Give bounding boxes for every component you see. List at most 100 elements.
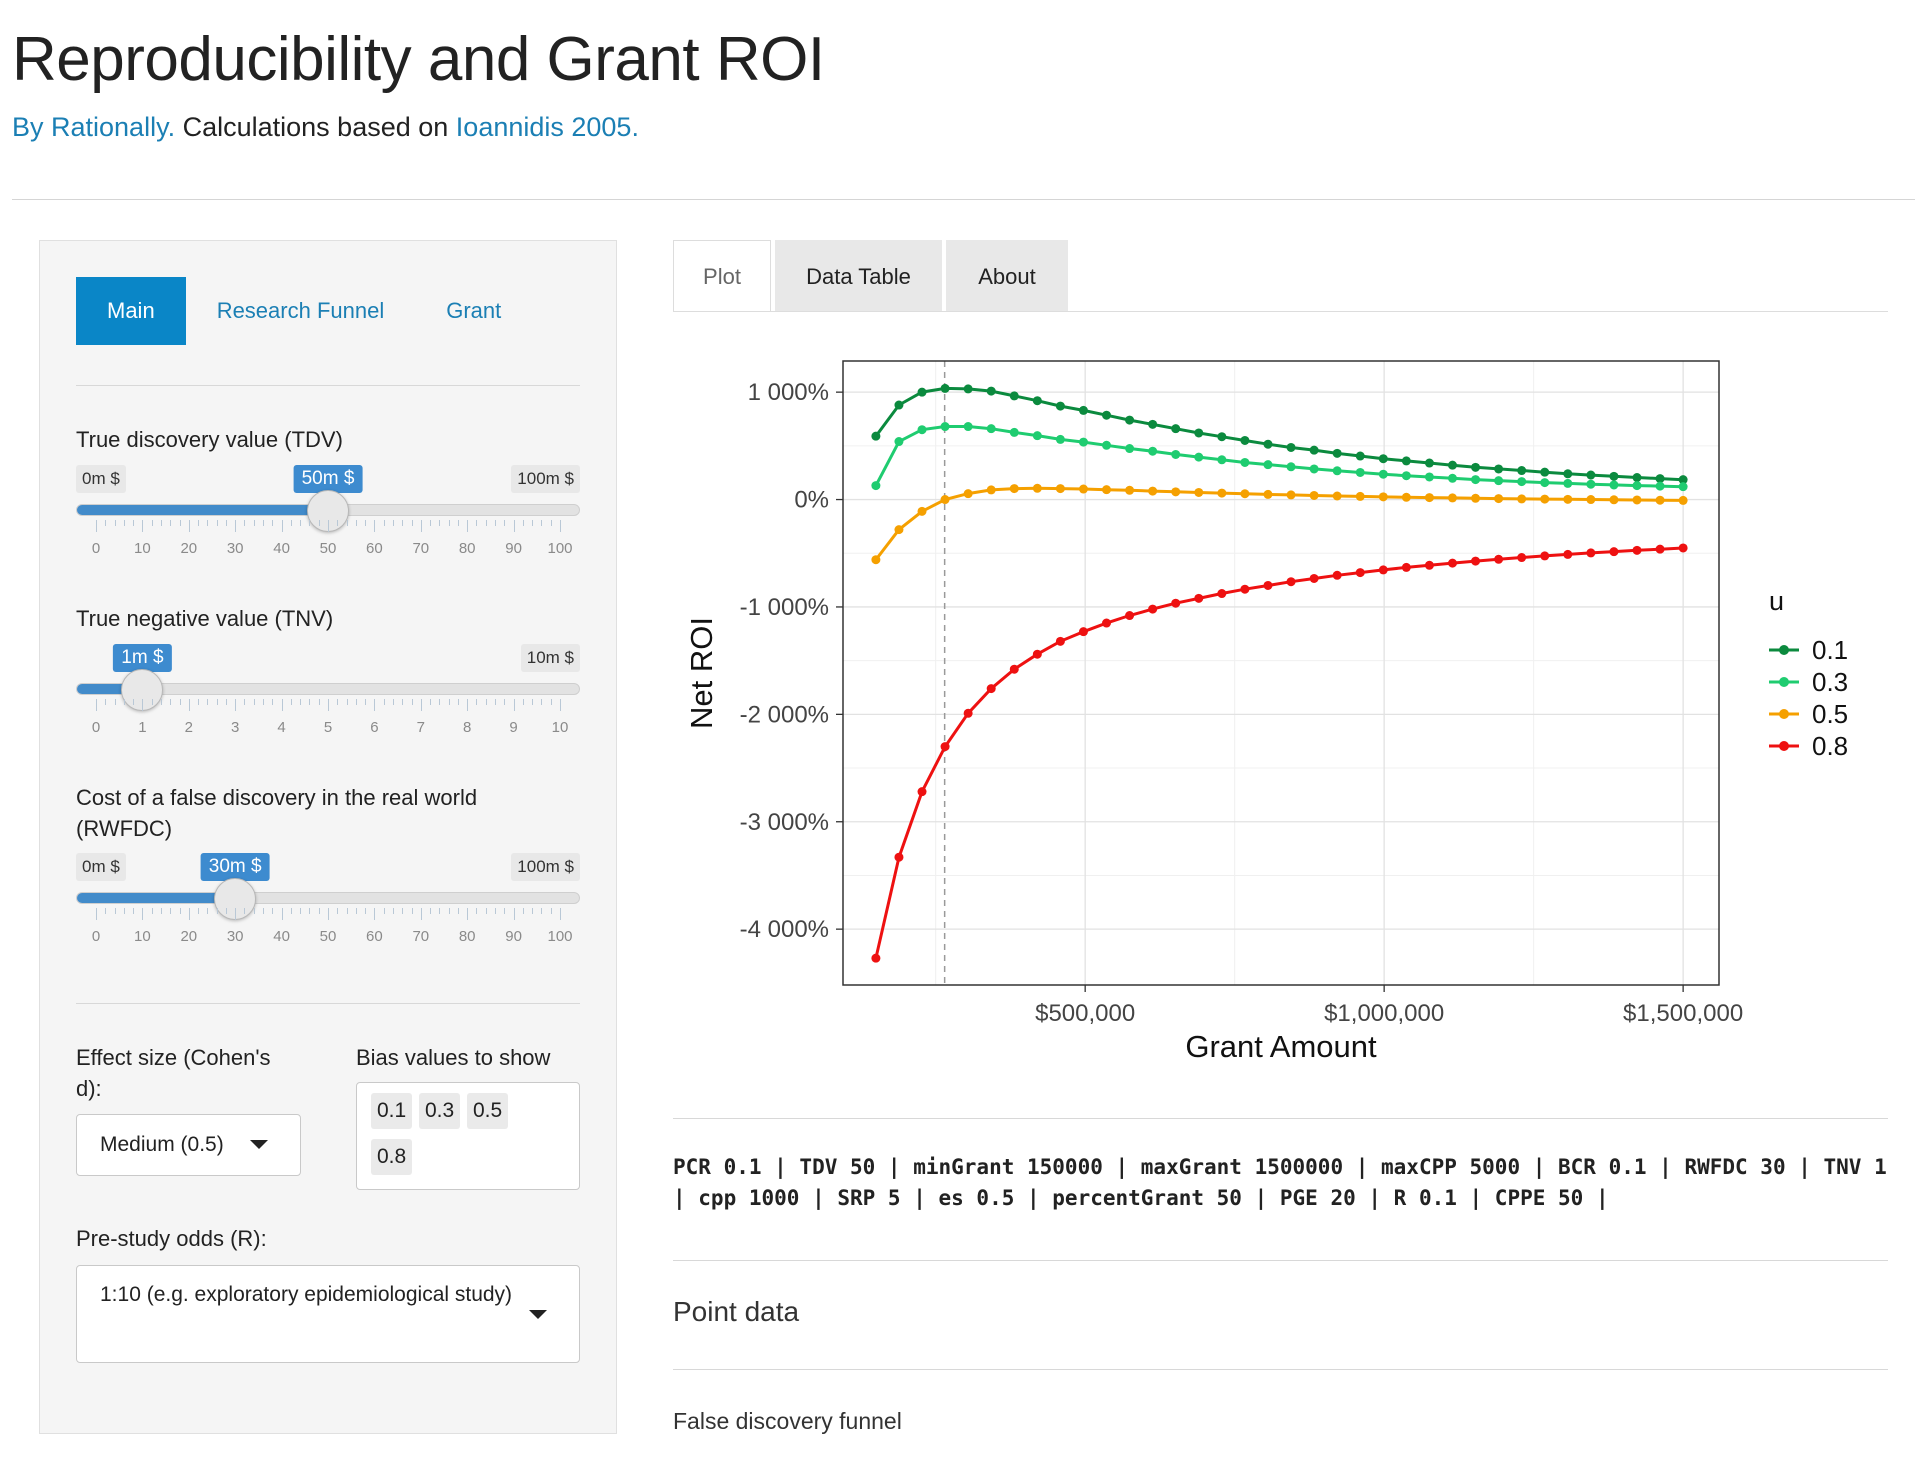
data-point xyxy=(1401,471,1411,481)
slider-tick xyxy=(105,699,107,705)
bias-chip[interactable]: 0.5 xyxy=(467,1093,509,1129)
slider-tick xyxy=(328,520,329,532)
slider-tick xyxy=(244,699,246,705)
tdv-slider[interactable]: 0m $ 100m $ 50m $ 0 10 20 30 40 50 60 70 80 90 100 xyxy=(76,465,580,595)
tab-data-table[interactable]: Data Table xyxy=(775,240,942,312)
slider-tick xyxy=(300,520,302,526)
slider-tick xyxy=(420,908,422,920)
bias-chip[interactable]: 0.3 xyxy=(419,1093,461,1129)
slider-tick xyxy=(346,520,348,526)
data-point xyxy=(1055,401,1065,411)
bias-chip[interactable]: 0.1 xyxy=(371,1093,413,1129)
slider-tick xyxy=(532,520,534,526)
data-point xyxy=(1240,584,1250,594)
tnv-slider[interactable]: 10m $ 1m $ 0 1 2 3 4 5 6 7 8 9 10 xyxy=(76,644,580,774)
false-discovery-funnel-heading: False discovery funnel xyxy=(673,1408,902,1434)
slider-tick xyxy=(105,520,107,526)
y-tick-label: -1 000% xyxy=(740,594,829,621)
data-point xyxy=(1032,649,1042,659)
slider-tick-label: 70 xyxy=(412,928,430,945)
plot-background xyxy=(843,361,1719,985)
tab-main[interactable]: Main xyxy=(76,277,186,345)
slider-tick-label: 40 xyxy=(273,540,290,557)
slider-track[interactable] xyxy=(76,683,580,695)
data-point xyxy=(1678,495,1688,505)
x-tick-label: $500,000 xyxy=(1035,1000,1135,1027)
slider-tick xyxy=(355,699,357,705)
slider-value-label: 30m $ xyxy=(200,853,270,881)
slider-tick xyxy=(355,908,357,914)
data-point xyxy=(1586,495,1596,505)
slider-tick xyxy=(216,520,218,526)
sliders-divider xyxy=(76,1003,580,1004)
data-point xyxy=(1032,483,1042,493)
slider-tick-label: 7 xyxy=(416,719,425,736)
tab-about[interactable]: About xyxy=(946,240,1068,312)
data-point xyxy=(1609,547,1619,557)
legend-label: 0.8 xyxy=(1812,731,1848,761)
data-point xyxy=(1032,396,1042,406)
slider-tick xyxy=(170,520,172,526)
legend-key-point xyxy=(1779,645,1789,655)
slider-tick xyxy=(216,699,218,705)
slider-max-label: 10m $ xyxy=(520,644,580,672)
plot-border xyxy=(842,360,1720,986)
slider-tick xyxy=(467,699,469,711)
rwfdc-slider[interactable]: 0m $ 100m $ 30m $ 0 10 20 30 40 50 60 70 80 90 100 xyxy=(76,853,580,983)
data-point xyxy=(1217,488,1227,498)
data-point xyxy=(1586,470,1596,480)
data-point xyxy=(1609,480,1619,490)
slider-tick-label: 30 xyxy=(226,928,244,945)
subtitle: By Rationally. Calculations based on Ioa… xyxy=(12,112,639,143)
slider-tick xyxy=(476,908,478,914)
ioannidis-link[interactable]: Ioannidis 2005. xyxy=(455,112,639,142)
slider-tick xyxy=(448,908,450,914)
slider-tick xyxy=(170,699,172,705)
tab-plot[interactable]: Plot xyxy=(673,240,771,312)
slider-tick xyxy=(522,908,524,914)
x-tick-label: $1,500,000 xyxy=(1623,1000,1743,1027)
data-point xyxy=(986,386,996,396)
tab-research-funnel[interactable]: Research Funnel xyxy=(216,298,385,323)
slider-track[interactable] xyxy=(76,892,580,904)
slider-tick xyxy=(151,908,153,914)
data-point xyxy=(1125,485,1135,495)
rationally-link[interactable]: By Rationally. xyxy=(12,112,176,142)
data-point xyxy=(1378,454,1388,464)
data-point xyxy=(1678,482,1688,492)
slider-tick-label: 0 xyxy=(91,719,101,736)
slider-tick xyxy=(281,908,283,920)
data-point xyxy=(894,437,904,447)
tnv-label: True negative value (TNV) xyxy=(76,606,334,631)
data-point xyxy=(917,506,927,516)
y-tick-label: -3 000% xyxy=(740,809,829,836)
point-data-divider xyxy=(673,1369,1888,1370)
slider-tick xyxy=(541,699,543,705)
slider-tick-label: 70 xyxy=(412,540,430,557)
data-point xyxy=(940,383,950,393)
tab-grant[interactable]: Grant xyxy=(446,298,502,323)
data-point xyxy=(1171,424,1181,434)
data-point xyxy=(1678,543,1688,553)
data-point xyxy=(1055,434,1065,444)
legend-label: 0.3 xyxy=(1812,667,1848,697)
data-point xyxy=(1194,593,1204,603)
data-point xyxy=(1240,457,1250,467)
header-divider xyxy=(12,199,1915,200)
bias-multiselect[interactable]: 0.1 0.3 0.5 0.8 xyxy=(356,1082,580,1190)
prestudy-select[interactable]: 1:10 (e.g. exploratory epidemiological s… xyxy=(76,1265,580,1363)
data-point xyxy=(894,525,904,535)
slider-tick xyxy=(495,908,497,914)
subtitle-text: Calculations based on xyxy=(182,112,449,142)
bias-chip[interactable]: 0.8 xyxy=(371,1139,413,1175)
data-point xyxy=(871,481,881,491)
data-point xyxy=(1655,474,1665,484)
slider-tick xyxy=(337,699,339,705)
data-point xyxy=(1171,487,1181,497)
slider-tick xyxy=(263,699,265,705)
roi-chart: 1 000% 0% -1 000% -2 000% -3 000% -4 000% $500… xyxy=(684,360,1848,1064)
slider-tick xyxy=(365,520,367,526)
effect-size-select[interactable]: Medium (0.5) xyxy=(76,1114,301,1176)
slider-tick xyxy=(383,699,385,705)
slider-tick-label: 90 xyxy=(505,540,522,557)
